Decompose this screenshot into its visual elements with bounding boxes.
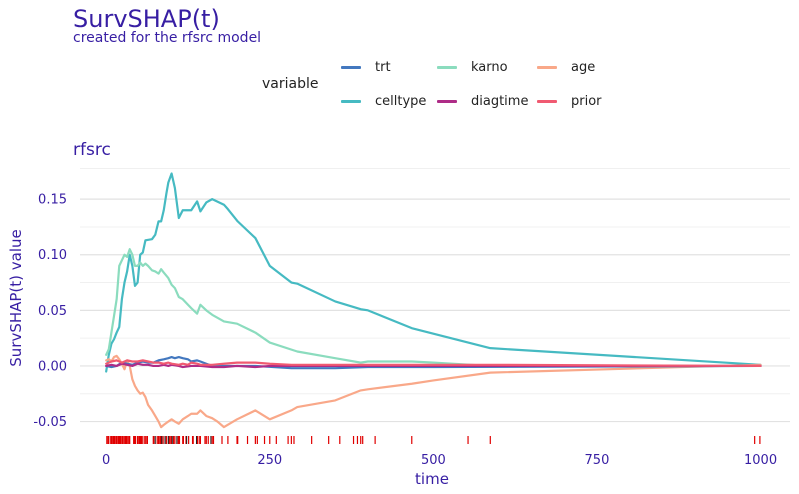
- rug-marks: [106, 436, 761, 444]
- legend-label-trt: trt: [375, 59, 391, 75]
- legend-swatch-age: [537, 65, 557, 69]
- legend-item-celltype: celltype: [341, 93, 426, 109]
- chart-subtitle: created for the rfsrc model: [73, 30, 262, 46]
- x-axis-title: time: [415, 470, 449, 488]
- grid: [80, 168, 790, 423]
- legend-label-diagtime: diagtime: [471, 93, 529, 109]
- y-tick-label: 0.10: [38, 248, 67, 263]
- legend-swatch-diagtime: [437, 99, 457, 103]
- legend-item-karno: karno: [437, 59, 508, 75]
- legend-title: variable: [262, 76, 319, 92]
- tick-labels: -0.05 0.00 0.05 0.10 0.15 0 250 500 750 1000: [33, 193, 777, 468]
- legend-item-age: age: [537, 59, 595, 75]
- legend-swatch-trt: [341, 65, 361, 69]
- facet-label: rfsrc: [73, 140, 111, 160]
- y-tick-label: 0.00: [38, 359, 67, 374]
- legend-item-prior: prior: [537, 93, 602, 109]
- x-tick-label: 500: [421, 453, 446, 468]
- legend-swatch-prior: [537, 99, 557, 103]
- y-axis-title: SurvSHAP(t) value: [7, 229, 25, 367]
- legend-label-age: age: [571, 59, 596, 75]
- x-tick-label: 0: [102, 453, 110, 468]
- chart-title: SurvSHAP(t): [73, 5, 220, 33]
- legend-item-trt: trt: [341, 59, 391, 75]
- y-tick-label: 0.05: [38, 304, 67, 319]
- legend-swatch-celltype: [341, 99, 361, 103]
- x-tick-label: 1000: [744, 453, 777, 468]
- x-tick-label: 250: [257, 453, 282, 468]
- series-line-prior: [105, 359, 762, 368]
- legend-item-diagtime: diagtime: [437, 93, 528, 109]
- legend-swatch-karno: [437, 65, 457, 69]
- series-line-celltype: [105, 172, 762, 373]
- series-lines: [105, 172, 762, 429]
- series-line-karno: [105, 248, 762, 368]
- legend-label-prior: prior: [571, 93, 602, 109]
- legend-label-celltype: celltype: [375, 93, 427, 109]
- y-tick-label: -0.05: [33, 415, 67, 430]
- x-tick-label: 750: [585, 453, 610, 468]
- y-tick-label: 0.15: [38, 193, 67, 208]
- legend-label-karno: karno: [471, 59, 508, 75]
